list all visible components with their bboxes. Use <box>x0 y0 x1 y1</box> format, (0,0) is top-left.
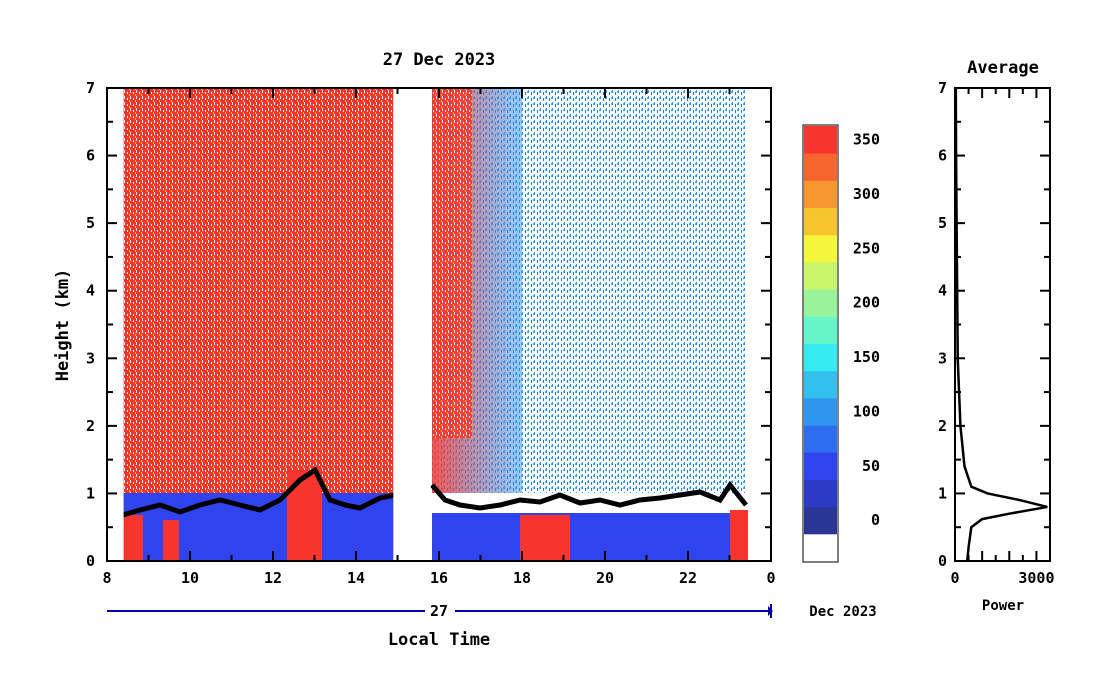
x-tick-label: 22 <box>679 569 697 587</box>
x-tick-label: 8 <box>102 569 111 587</box>
y-axis-label: Height (km) <box>53 269 73 382</box>
colorbar-swatch <box>804 343 837 372</box>
heatmap-field <box>107 88 771 561</box>
y-tick-label: 3 <box>86 349 95 367</box>
x-axis-label: Local Time <box>388 630 490 650</box>
x-tick-label: 18 <box>513 569 531 587</box>
y-tick-label: 4 <box>86 282 95 300</box>
colorbar-tick-label: 0 <box>871 511 880 529</box>
avg-y-tick-label: 3 <box>938 349 947 367</box>
avg-y-tick-label: 2 <box>938 417 947 435</box>
colorbar-tick-label: 300 <box>853 185 880 203</box>
colorbar-swatch <box>804 234 837 263</box>
avg-y-tick-label: 1 <box>938 484 947 502</box>
colorbar-swatch <box>804 533 837 562</box>
colorbar-swatch <box>804 126 837 154</box>
colorbar-tick-label: 250 <box>853 239 880 257</box>
colorbar-swatch <box>804 506 837 535</box>
avg-y-tick-label: 0 <box>938 552 947 570</box>
y-tick-label: 7 <box>86 79 95 97</box>
avg-y-tick-label: 7 <box>938 79 947 97</box>
colorbar-swatch <box>804 452 837 480</box>
y-tick-label: 0 <box>86 552 95 570</box>
data-gap-1 <box>393 88 431 561</box>
y-tick-label: 5 <box>86 214 95 232</box>
colorbar-swatch <box>804 479 837 508</box>
average-x-axis-label: Power <box>982 598 1024 614</box>
average-title: Average <box>967 58 1039 78</box>
colorbar-swatch <box>804 207 837 236</box>
y-tick-label: 6 <box>86 147 95 165</box>
chart-title: 27 Dec 2023 <box>383 50 496 70</box>
colorbar-swatch <box>804 289 837 317</box>
colorbar-tick-label: 150 <box>853 348 880 366</box>
avg-y-tick-label: 4 <box>938 282 947 300</box>
x-tick-label: 10 <box>181 569 199 587</box>
y-tick-label: 1 <box>86 484 95 502</box>
colorbar-tick-label: 350 <box>853 131 880 149</box>
avg-x-tick-label: 0 <box>950 569 959 587</box>
colorbar-swatch <box>804 397 837 426</box>
date-bar-day: 27 <box>430 602 448 620</box>
x-tick-label: 16 <box>430 569 448 587</box>
x-tick-label: 12 <box>264 569 282 587</box>
average-plot-frame <box>954 87 1051 562</box>
colorbar-tick-label: 100 <box>853 402 880 420</box>
colorbar-swatch <box>804 425 837 453</box>
average-power-line <box>954 87 1048 562</box>
data-gap-2 <box>750 88 771 561</box>
main-axis-ticks <box>106 87 772 562</box>
colorbar-tick-label: 200 <box>853 294 880 312</box>
colorbar-frame <box>802 124 839 563</box>
colorbar-swatch <box>804 180 837 209</box>
colorbar-swatch <box>804 261 837 290</box>
colorbar-swatch <box>804 370 837 399</box>
x-tick-label: 14 <box>347 569 365 587</box>
colorbar-tick-label: 50 <box>862 457 880 475</box>
colorbar-swatch <box>804 153 837 181</box>
data-gap-0 <box>107 88 124 561</box>
y-tick-label: 2 <box>86 417 95 435</box>
x-tick-label: 0 <box>766 569 775 587</box>
date-bar-month-year: Dec 2023 <box>809 604 876 620</box>
avg-y-tick-label: 6 <box>938 147 947 165</box>
x-tick-label: 20 <box>596 569 614 587</box>
colorbar-swatch <box>804 316 837 344</box>
avg-x-tick-label: 3000 <box>1018 569 1054 587</box>
avg-y-tick-label: 5 <box>938 214 947 232</box>
